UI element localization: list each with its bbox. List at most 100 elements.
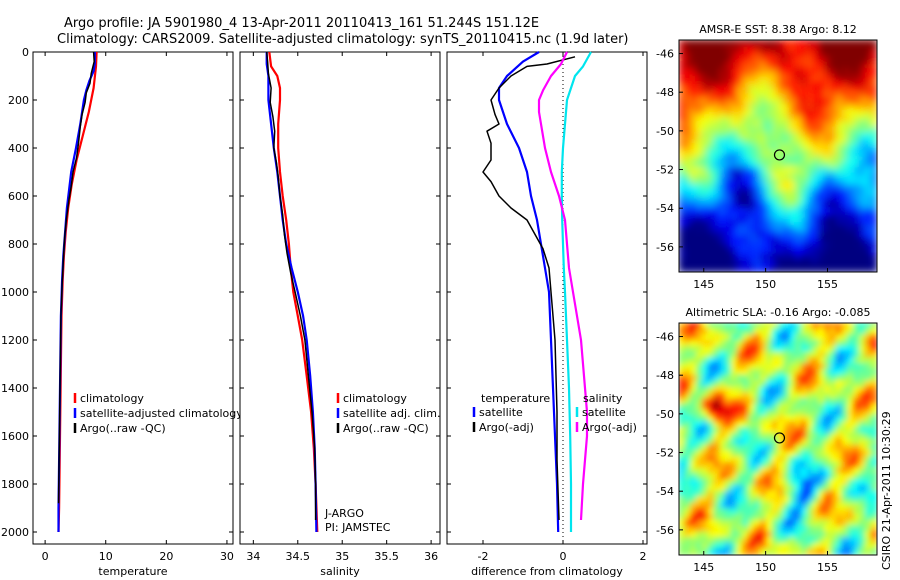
- map-cell: [690, 230, 697, 238]
- map-cell: [835, 537, 843, 544]
- map-cell: [684, 421, 692, 428]
- map-cell: [684, 502, 692, 510]
- map-cell: [719, 328, 727, 336]
- map-cell: [730, 126, 738, 134]
- map-cell: [748, 126, 756, 134]
- map-cell: [835, 345, 843, 353]
- map-cell: [847, 85, 855, 93]
- map-cell: [707, 178, 715, 186]
- map-cell: [742, 323, 750, 330]
- map-cell: [864, 363, 872, 370]
- map-cell: [736, 155, 744, 163]
- map-cell: [707, 213, 715, 221]
- map-cell: [719, 201, 727, 209]
- map-cell: [789, 531, 796, 539]
- map-cell: [730, 496, 738, 504]
- map-cell: [870, 368, 877, 376]
- map-cell: [719, 368, 727, 376]
- map-cell: [870, 109, 877, 116]
- map-cell: [701, 201, 709, 209]
- map-cell: [748, 68, 756, 76]
- map-cell: [690, 409, 697, 417]
- map-cell: [707, 490, 715, 498]
- map-cell: [754, 455, 761, 463]
- map-cell: [730, 40, 738, 47]
- map-cell: [707, 120, 715, 128]
- map-cell: [829, 374, 837, 382]
- map-cell: [742, 409, 750, 417]
- map-cell: [835, 109, 843, 116]
- map-cell: [696, 155, 703, 163]
- map-cell: [771, 328, 779, 336]
- map-cell: [707, 345, 715, 353]
- map-cell: [818, 230, 826, 238]
- map-cell: [679, 172, 686, 180]
- map-cell: [870, 444, 877, 452]
- map-cell: [859, 45, 866, 53]
- map-cell: [806, 259, 814, 267]
- map-cell: [870, 345, 877, 353]
- map-cell: [800, 248, 808, 256]
- map-cell: [795, 68, 802, 76]
- map-cell: [684, 236, 692, 244]
- map-cell: [765, 328, 773, 336]
- map-cell: [864, 334, 872, 341]
- map-cell: [859, 392, 866, 399]
- map-cell: [730, 345, 738, 353]
- map-cell: [754, 236, 761, 244]
- x-tick-label: 10: [99, 550, 113, 563]
- map-cell: [754, 254, 761, 261]
- map-cell: [824, 351, 831, 359]
- map-cell: [719, 351, 727, 359]
- map-cell: [783, 207, 791, 215]
- map-cell: [783, 339, 791, 347]
- map-cell: [841, 109, 849, 116]
- map-cell: [701, 155, 709, 163]
- map-cell: [771, 120, 779, 128]
- map-cell: [783, 351, 791, 359]
- map-cell: [725, 368, 732, 376]
- map-cell: [679, 351, 686, 359]
- map-cell: [847, 74, 855, 82]
- map-cell: [812, 421, 820, 428]
- map-cell: [742, 155, 750, 163]
- map-cell: [824, 120, 831, 128]
- map-cell: [701, 167, 709, 174]
- map-cell: [806, 525, 814, 533]
- map-cell: [760, 467, 767, 475]
- map-cell: [870, 161, 877, 169]
- map-cell: [754, 328, 761, 336]
- map-cell: [701, 213, 709, 221]
- map-cell: [765, 97, 773, 105]
- map-cell: [771, 479, 779, 486]
- map-cell: [707, 155, 715, 163]
- map-cell: [690, 351, 697, 359]
- map-cell: [783, 363, 791, 370]
- map-cell: [748, 80, 756, 87]
- map-cell: [824, 85, 831, 93]
- map-cell: [847, 161, 855, 169]
- map-cell: [795, 490, 802, 498]
- map-cell: [835, 444, 843, 452]
- map-cell: [690, 374, 697, 382]
- map-cell: [748, 334, 756, 341]
- map-cell: [730, 409, 738, 417]
- map-cell: [742, 450, 750, 457]
- map-cell: [818, 519, 826, 527]
- map-cell: [725, 114, 732, 122]
- map-cell: [783, 40, 791, 47]
- map-cell: [679, 103, 686, 111]
- map-cell: [679, 438, 686, 446]
- map-cell: [713, 45, 721, 53]
- map-cell: [800, 339, 808, 347]
- map-cell: [795, 328, 802, 336]
- map-cell: [742, 363, 750, 370]
- map-cell: [707, 62, 715, 70]
- map-cell: [771, 444, 779, 452]
- panel-temperature: 0 10 20 30020040060080010001200140016001800…: [1, 46, 243, 578]
- map-cell: [835, 138, 843, 145]
- map-cell: [870, 351, 877, 359]
- map-cell: [777, 56, 785, 64]
- map-cell: [847, 242, 855, 250]
- map-cell: [713, 473, 721, 481]
